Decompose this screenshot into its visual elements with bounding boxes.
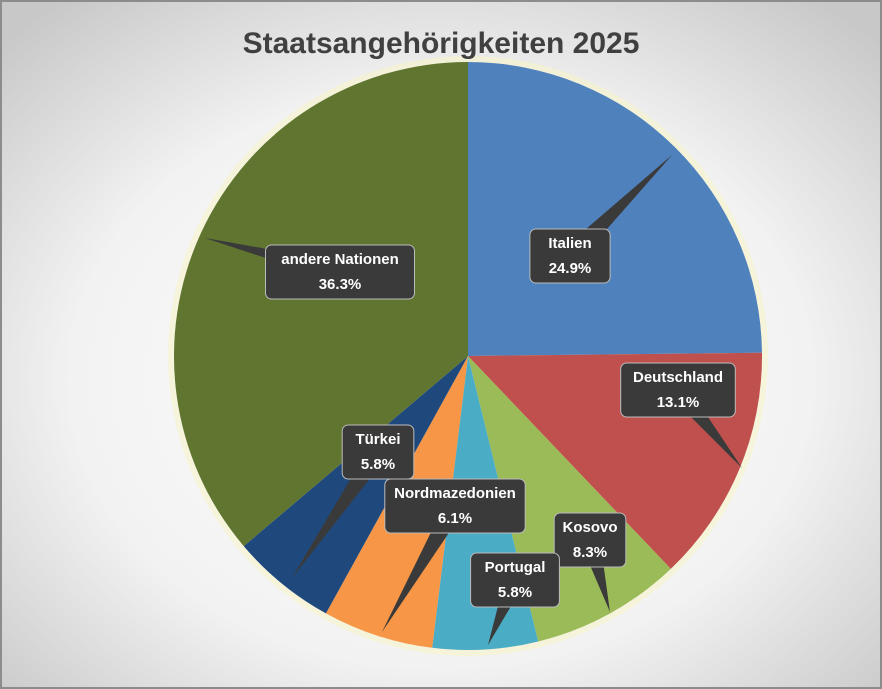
callout-pointer — [382, 500, 464, 632]
slice-value-label: 13.1% — [657, 394, 700, 411]
slice-value-label: 36.3% — [319, 276, 362, 293]
slice-label: Italien — [548, 235, 591, 252]
pie-slice — [468, 356, 671, 642]
slice-value-label: 6.1% — [438, 510, 472, 527]
callout-box — [529, 228, 611, 284]
slice-value-label: 5.8% — [361, 456, 395, 473]
slice-label: Türkei — [355, 431, 400, 448]
slice-value-label: 5.8% — [498, 584, 532, 601]
slice-label: Deutschland — [633, 369, 723, 386]
slice-label: Portugal — [485, 559, 546, 576]
callout-box — [265, 244, 415, 300]
callout-box — [470, 552, 560, 608]
pie-slice — [174, 62, 468, 547]
slice-label: andere Nationen — [281, 251, 399, 268]
chart-title: Staatsangehörigkeiten 2025 — [243, 27, 640, 60]
callout-box — [341, 424, 415, 480]
callout-box — [620, 362, 736, 418]
slice-value-label: 24.9% — [549, 260, 592, 277]
callout-box — [553, 512, 627, 568]
callout-box — [384, 478, 526, 534]
slice-label: Kosovo — [562, 519, 617, 536]
slice-label: Nordmazedonien — [394, 485, 516, 502]
slice-value-label: 8.3% — [573, 544, 607, 561]
